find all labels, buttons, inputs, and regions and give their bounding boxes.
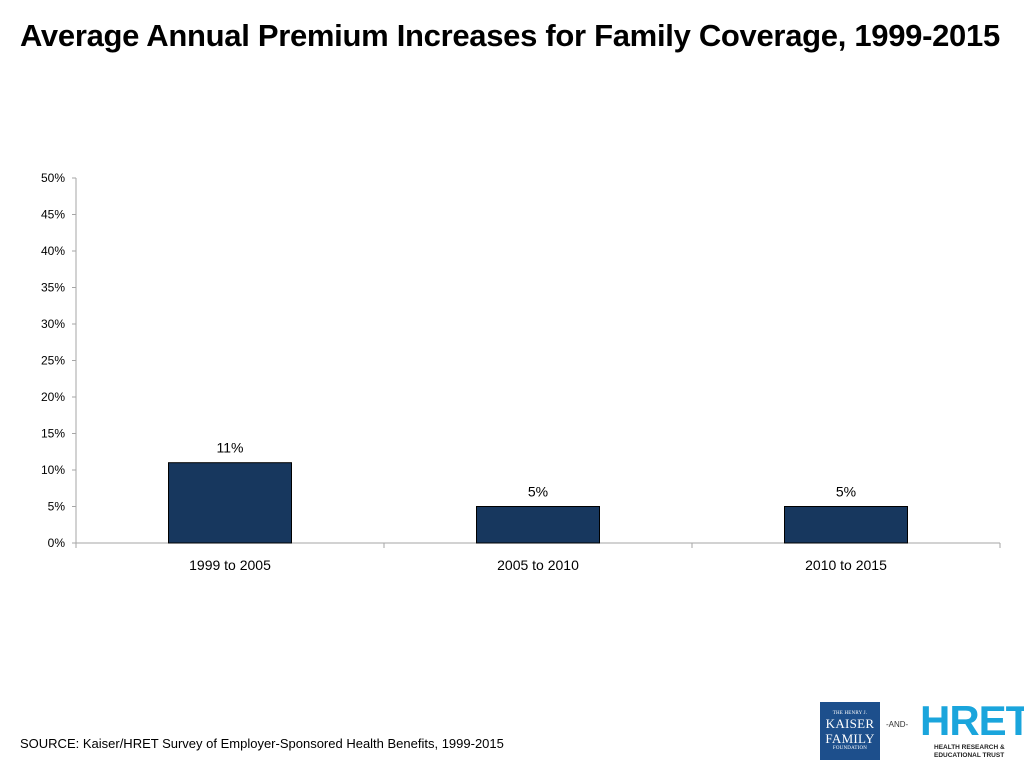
bar-value-label: 5% [836, 484, 856, 500]
bar [168, 462, 292, 544]
y-tick-label: 30% [41, 317, 65, 331]
y-tick-label: 10% [41, 463, 65, 477]
kff-logo-line2: KAISER [825, 716, 875, 731]
y-tick-label: 40% [41, 244, 65, 258]
logos: THE HENRY J. KAISER FAMILY FOUNDATION -A… [818, 700, 1024, 764]
x-category-label: 2005 to 2010 [497, 557, 579, 573]
hret-subtitle-line2: EDUCATIONAL TRUST [934, 752, 1005, 759]
hret-logo-subtitle: HEALTH RESEARCH & EDUCATIONAL TRUST [934, 744, 1005, 760]
y-tick-label: 45% [41, 208, 65, 222]
x-category-label: 2010 to 2015 [805, 557, 887, 573]
hret-logo: HRET [920, 697, 1024, 744]
y-tick-label: 35% [41, 281, 65, 295]
kff-logo-line1: THE HENRY J. [832, 711, 868, 716]
y-tick-label: 5% [48, 500, 66, 514]
y-tick-label: 15% [41, 427, 65, 441]
logo-and-text: -AND- [886, 720, 909, 729]
y-tick-label: 50% [41, 171, 65, 185]
kff-logo-line4: FOUNDATION [832, 746, 868, 751]
y-tick-label: 20% [41, 390, 65, 404]
y-tick-label: 25% [41, 354, 65, 368]
kff-logo: THE HENRY J. KAISER FAMILY FOUNDATION [820, 702, 880, 760]
source-note: SOURCE: Kaiser/HRET Survey of Employer-S… [20, 736, 504, 751]
x-category-label: 1999 to 2005 [189, 557, 271, 573]
bar-chart: 0% 5% 10% 15% 20% 25% 30% 35% 40% 45% 50% 11% 1999 t… [41, 171, 1001, 573]
bar-value-label: 11% [217, 440, 244, 456]
bar [784, 506, 908, 544]
bar [476, 506, 600, 544]
kff-logo-line3: FAMILY [825, 731, 875, 746]
chart-title: Average Annual Premium Increases for Fam… [20, 18, 1000, 53]
bar-value-label: 5% [528, 484, 548, 500]
hret-subtitle-line1: HEALTH RESEARCH & [934, 744, 1005, 751]
y-tick-label: 0% [48, 536, 66, 550]
